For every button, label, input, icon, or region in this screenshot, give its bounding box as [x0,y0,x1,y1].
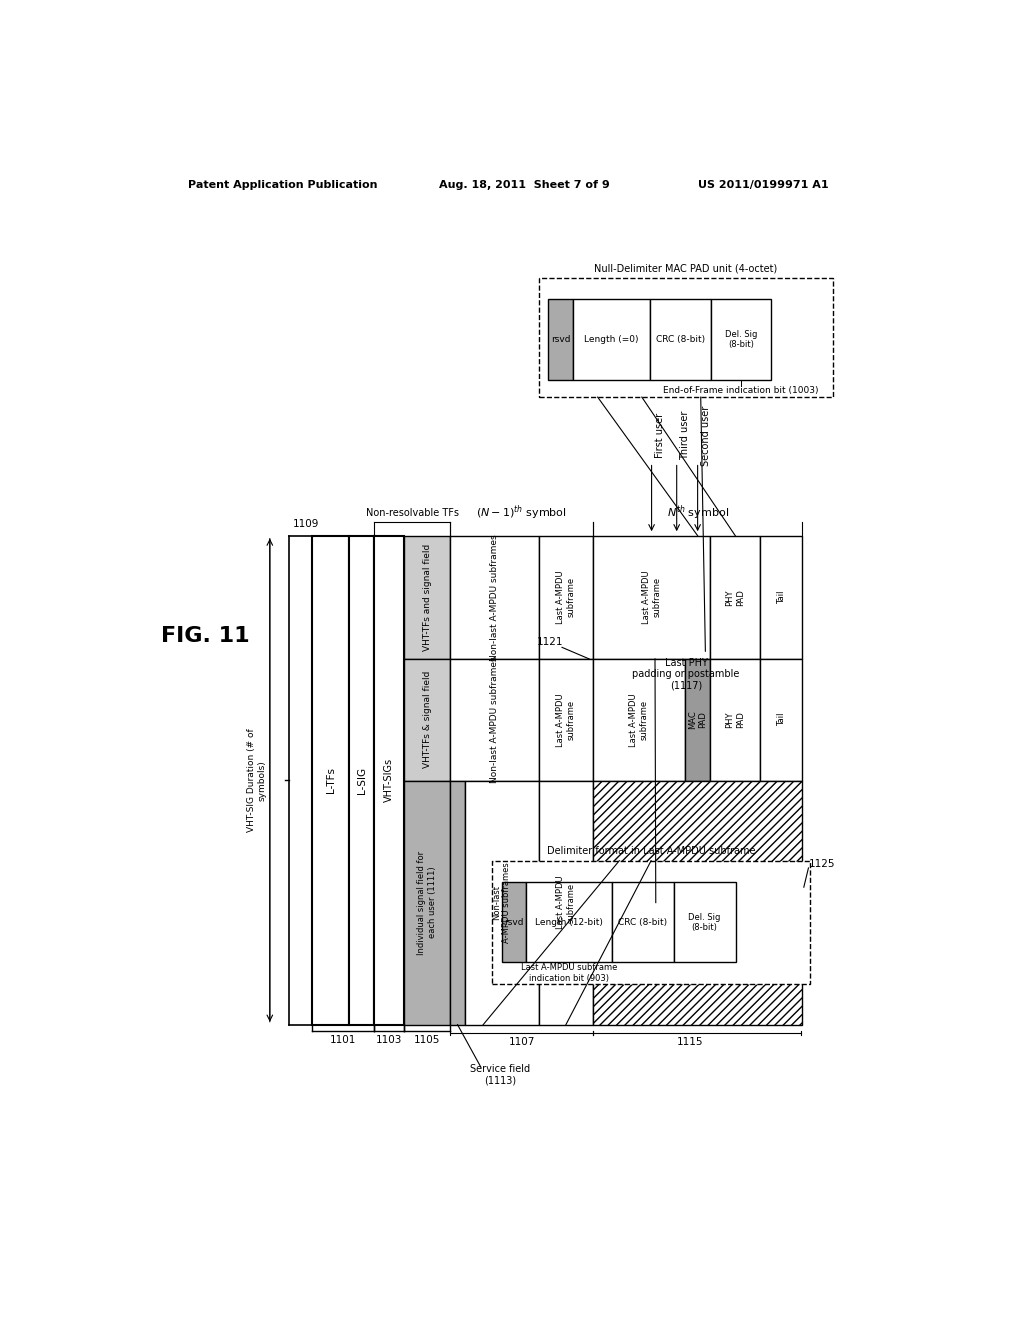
Text: Length (12-bit): Length (12-bit) [535,917,603,927]
Bar [493,861,810,983]
Text: 1107: 1107 [509,1036,535,1047]
Text: 1101: 1101 [331,1035,356,1045]
Text: Non-resolvable TFs: Non-resolvable TFs [366,508,459,517]
Text: rsvd: rsvd [504,917,523,927]
Text: Third user: Third user [680,411,690,461]
Bar [711,659,761,780]
Bar [674,882,735,962]
Text: PHY
PAD: PHY PAD [726,589,745,606]
Bar [526,882,611,962]
Text: Length (=0): Length (=0) [585,335,639,345]
Bar [593,780,802,1024]
Bar [539,780,593,1024]
Text: L-SIG: L-SIG [356,767,367,793]
Text: Del. Sig
(8-bit): Del. Sig (8-bit) [725,330,757,350]
Text: $(N-1)^{th}$ symbol: $(N-1)^{th}$ symbol [476,503,567,521]
Bar [593,659,685,780]
Text: Aug. 18, 2011  Sheet 7 of 9: Aug. 18, 2011 Sheet 7 of 9 [439,181,610,190]
Bar [451,659,539,780]
Text: Individual signal field for
each user (1111): Individual signal field for each user (1… [418,850,437,954]
Text: VHT-TFs & signal field: VHT-TFs & signal field [423,671,432,768]
Bar [465,780,539,1024]
Text: Last PHY
padding or postamble
(1117): Last PHY padding or postamble (1117) [632,657,739,690]
Bar [403,780,451,1024]
Bar [451,780,465,1024]
Text: Last A-MPDU
subframe: Last A-MPDU subframe [556,570,575,624]
Bar [403,659,451,780]
Bar [650,300,711,380]
Text: 1103: 1103 [376,1035,402,1045]
Text: Service field
(1113): Service field (1113) [470,1064,530,1085]
Text: 1115: 1115 [677,1036,703,1047]
Text: Tail: Tail [777,713,785,726]
Bar [761,659,802,780]
Text: Non-last A-MPDU subframes: Non-last A-MPDU subframes [490,535,499,660]
Bar [312,536,349,1024]
Bar [572,300,650,380]
Bar [761,536,802,659]
Text: 1105: 1105 [414,1035,440,1045]
Bar [539,659,593,780]
Text: FIG. 11: FIG. 11 [161,626,250,645]
Text: VHT-TFs and signal field: VHT-TFs and signal field [423,544,432,651]
Text: End-of-Frame indication bit (1003): End-of-Frame indication bit (1003) [664,387,819,396]
Text: Delimiter format in Last A-MPDU subframe: Delimiter format in Last A-MPDU subframe [547,846,756,857]
Text: First user: First user [654,413,665,458]
Text: Last A-MPDU
subframe: Last A-MPDU subframe [630,693,649,747]
Bar [502,882,526,962]
Text: CRC (8-bit): CRC (8-bit) [618,917,668,927]
Text: US 2011/0199971 A1: US 2011/0199971 A1 [698,181,828,190]
Text: $N^{th}$ symbol: $N^{th}$ symbol [667,503,729,521]
Text: Patent Application Publication: Patent Application Publication [188,181,378,190]
Text: 1109: 1109 [293,519,319,529]
Bar [403,536,451,659]
Bar [711,300,771,380]
Text: Second user: Second user [700,405,711,466]
Text: CRC (8-bit): CRC (8-bit) [656,335,706,345]
Text: Tail: Tail [777,590,785,605]
Text: PHY
PAD: PHY PAD [726,711,745,729]
Text: rsvd: rsvd [551,335,570,345]
Bar [711,536,761,659]
Text: VHT-SIGs: VHT-SIGs [384,758,394,803]
Bar [548,300,572,380]
Text: MAC
PAD: MAC PAD [688,710,708,729]
Text: Null-Delimiter MAC PAD unit (4-octet): Null-Delimiter MAC PAD unit (4-octet) [594,264,777,273]
Bar [611,882,674,962]
Text: Last A-MPDU
subframe: Last A-MPDU subframe [556,875,575,929]
Text: Non-last
A-MPDU subframes: Non-last A-MPDU subframes [493,862,511,942]
Text: VHT-SIG Duration (# of
symbols): VHT-SIG Duration (# of symbols) [247,729,266,832]
Bar [375,536,403,1024]
Bar [451,536,539,659]
Text: Non-last A-MPDU subframes: Non-last A-MPDU subframes [490,656,499,783]
Text: Last A-MPDU
subframe: Last A-MPDU subframe [556,693,575,747]
Bar [539,277,834,397]
Bar [593,536,711,659]
Text: Last A-MPDU subframe
indication bit (903): Last A-MPDU subframe indication bit (903… [521,964,617,983]
Text: Last A-MPDU
subframe: Last A-MPDU subframe [642,570,662,624]
Bar [349,536,375,1024]
Bar [685,659,711,780]
Text: 1125: 1125 [809,859,835,869]
Bar [539,536,593,659]
Text: 1121: 1121 [538,638,563,647]
Text: Del. Sig
(8-bit): Del. Sig (8-bit) [688,912,721,932]
Text: L-TFs: L-TFs [326,767,336,793]
